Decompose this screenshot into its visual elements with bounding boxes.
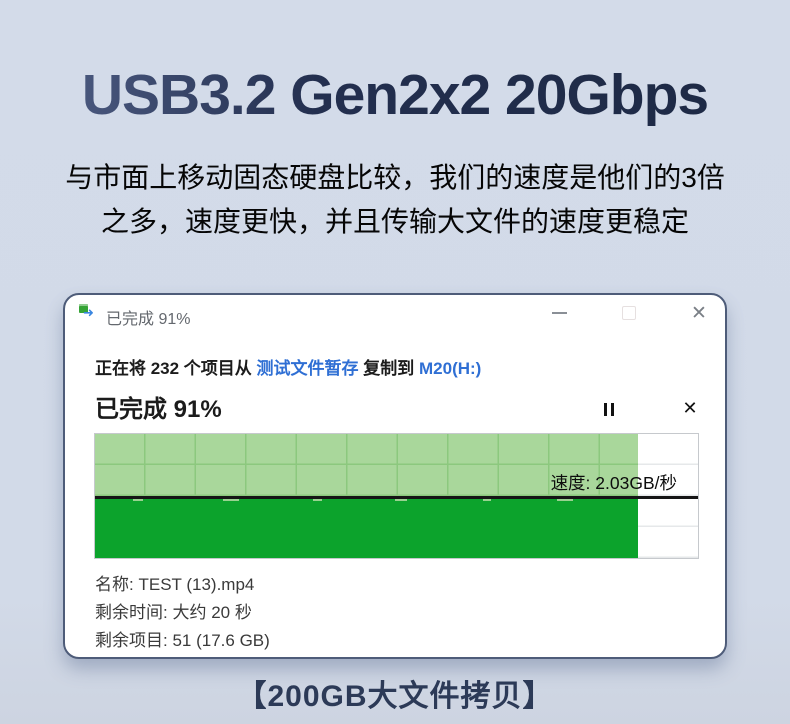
minimize-icon: [551, 312, 567, 314]
file-name-label: 名称:: [95, 575, 134, 594]
copy-files-icon-square: [79, 304, 88, 313]
transfer-details: 名称: TEST (13).mp4 剩余时间: 大约 20 秒 剩余项目: 51…: [95, 571, 270, 655]
cancel-button[interactable]: ✕: [681, 399, 699, 417]
footer-caption: 【200GB大文件拷贝】: [236, 680, 554, 713]
cancel-icon: ✕: [682, 398, 698, 418]
speed-dip-mark: [557, 498, 573, 501]
minimize-button[interactable]: [549, 303, 569, 323]
speed-dip-mark: [395, 498, 407, 501]
speed-label: 速度: 2.03GB/秒: [550, 473, 677, 493]
pause-button[interactable]: [601, 401, 617, 417]
speed-dip-mark: [223, 498, 239, 501]
speed-dip-mark: [483, 498, 491, 501]
chart-fill-dark-area: [95, 497, 638, 558]
hero-subtitle-line1: 与市面上移动固态硬盘比较，我们的速度是他们的3倍: [65, 162, 725, 193]
window-title: 已完成 91%: [106, 311, 191, 328]
chart-progress-fill: [95, 434, 638, 558]
time-remaining-value: 大约 20 秒: [172, 603, 252, 622]
pause-icon: [611, 402, 614, 416]
copy-status-line: 正在将 232 个项目从 测试文件暂存 复制到 M20(H:): [95, 354, 481, 379]
transfer-speed-chart: 速度: 2.03GB/秒: [94, 433, 699, 559]
hero-subtitle-line2: 之多，速度更快，并且传输大文件的速度更稳定: [100, 206, 689, 237]
window-titlebar[interactable]: ➜ 已完成 91% ✕: [65, 295, 725, 335]
close-icon: ✕: [691, 302, 707, 324]
hero-subtitle: 与市面上移动固态硬盘比较，我们的速度是他们的3倍 之多，速度更快，并且传输大文件…: [0, 156, 790, 244]
maximize-button[interactable]: [619, 303, 639, 323]
items-remaining-label: 剩余项目:: [95, 631, 168, 650]
copy-files-icon-arrow: ➜: [83, 305, 94, 320]
file-name-value: TEST (13).mp4: [138, 575, 255, 594]
source-folder-link: 测试文件暂存: [256, 359, 359, 378]
chart-fill-light-area: [95, 434, 638, 497]
copy-status-part2: 复制到: [358, 359, 419, 378]
items-remaining-row: 剩余项目: 51 (17.6 GB): [95, 627, 270, 655]
file-name-row: 名称: TEST (13).mp4: [95, 571, 270, 599]
destination-drive-link: M20(H:): [419, 359, 482, 378]
copy-dialog-window: ➜ 已完成 91% ✕ 正在将 232 个项目从 测试文件暂存 复制到 M20(…: [63, 293, 727, 659]
time-remaining-row: 剩余时间: 大约 20 秒: [95, 599, 270, 627]
copy-status-part1: 正在将 232 个项目从: [95, 359, 257, 378]
progress-heading: 已完成 91%: [95, 396, 222, 423]
time-remaining-label: 剩余时间:: [95, 603, 168, 622]
close-button[interactable]: ✕: [689, 303, 709, 323]
pause-icon: [604, 402, 607, 416]
items-remaining-value: 51 (17.6 GB): [172, 631, 270, 650]
speed-trace-line: [95, 496, 698, 499]
hero-title: USB3.2 Gen2x2 20Gbps: [0, 62, 790, 128]
speed-dip-mark: [313, 498, 322, 501]
speed-dip-mark: [133, 498, 143, 501]
copy-files-icon: ➜: [79, 304, 99, 322]
maximize-icon: [622, 306, 636, 320]
